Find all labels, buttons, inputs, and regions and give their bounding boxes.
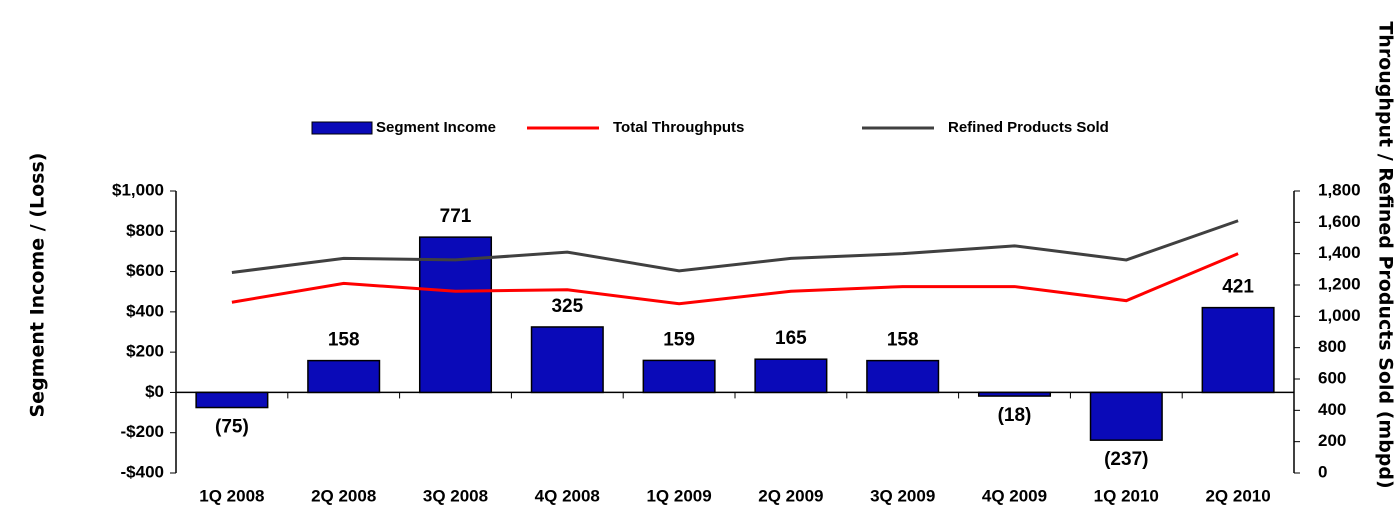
bar — [418, 236, 493, 394]
x-tick-label: 2Q 2009 — [758, 486, 823, 505]
y2-tick-label: 800 — [1318, 337, 1346, 356]
bar — [977, 391, 1052, 397]
x-tick-label: 3Q 2009 — [870, 486, 935, 505]
x-tick-label: 2Q 2008 — [311, 486, 376, 505]
bar — [642, 359, 716, 394]
x-tick-label: 1Q 2009 — [646, 486, 711, 505]
y-tick-label: -$400 — [121, 462, 164, 481]
line — [231, 219, 1239, 274]
y2-tick-label: 1,800 — [1318, 180, 1361, 199]
bar — [1089, 391, 1163, 441]
y2-tick-label: 200 — [1318, 431, 1346, 450]
y2-tick-label: 1,200 — [1318, 274, 1361, 293]
legend-label: Refined Products Sold — [948, 119, 1109, 136]
legend-label: Total Throughputs — [613, 119, 744, 136]
y2-tick-label: 600 — [1318, 368, 1346, 387]
y2-tick-label: 400 — [1318, 400, 1346, 419]
y-tick-label: $800 — [126, 221, 164, 240]
data-label: (75) — [215, 417, 249, 438]
y-tick-label: -$200 — [121, 422, 164, 441]
legend-label: Segment Income — [376, 119, 496, 136]
data-label: 158 — [887, 330, 919, 351]
bar — [1201, 306, 1275, 394]
bar — [195, 391, 269, 409]
x-tick-label: 1Q 2008 — [199, 486, 264, 505]
bar — [754, 358, 828, 394]
legend-swatch — [311, 121, 373, 135]
y2-tick-label: 1,000 — [1318, 306, 1361, 325]
data-label: 771 — [440, 206, 472, 227]
data-label: (18) — [998, 405, 1032, 426]
data-label: 325 — [551, 296, 583, 317]
bar — [866, 359, 940, 394]
y-tick-label: $0 — [145, 382, 164, 401]
y2-tick-label: 1,600 — [1318, 212, 1361, 231]
y-tick-label: $200 — [126, 342, 164, 361]
data-label: 165 — [775, 328, 807, 349]
y2-axis-title: Throughput / Refined Products Sold (mbpd… — [1375, 21, 1397, 488]
x-tick-label: 3Q 2008 — [423, 486, 488, 505]
x-tick-label: 2Q 2010 — [1205, 486, 1270, 505]
data-label: 421 — [1222, 277, 1254, 298]
x-tick-label: 4Q 2008 — [535, 486, 600, 505]
y-tick-label: $400 — [126, 301, 164, 320]
bar — [307, 359, 381, 394]
x-tick-label: 1Q 2010 — [1094, 486, 1159, 505]
data-label: 158 — [328, 330, 360, 351]
data-label: 159 — [663, 329, 695, 350]
y-tick-label: $600 — [126, 261, 164, 280]
y2-tick-label: 1,400 — [1318, 243, 1361, 262]
bar — [530, 326, 604, 394]
x-tick-label: 4Q 2009 — [982, 486, 1047, 505]
y-tick-label: $1,000 — [112, 180, 164, 199]
y-axis-title: Segment Income / (Loss) — [27, 153, 49, 418]
line — [231, 252, 1239, 306]
data-label: (237) — [1104, 449, 1148, 470]
y2-tick-label: 0 — [1318, 462, 1327, 481]
